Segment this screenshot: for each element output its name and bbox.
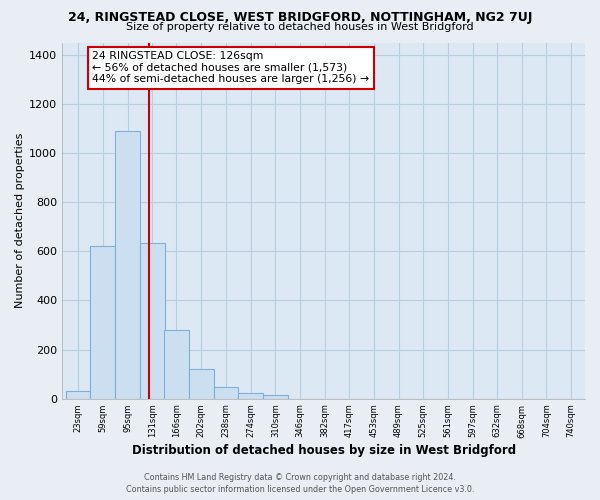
Bar [91, 246, 115, 398]
Bar [214, 387, 238, 398]
Bar [65, 392, 91, 398]
Bar [189, 369, 214, 398]
Bar [140, 242, 164, 398]
Bar [263, 395, 288, 398]
Bar [238, 394, 263, 398]
X-axis label: Distribution of detached houses by size in West Bridgford: Distribution of detached houses by size … [131, 444, 515, 458]
Text: 24, RINGSTEAD CLOSE, WEST BRIDGFORD, NOTTINGHAM, NG2 7UJ: 24, RINGSTEAD CLOSE, WEST BRIDGFORD, NOT… [68, 11, 532, 24]
Y-axis label: Number of detached properties: Number of detached properties [15, 133, 25, 308]
Text: 24 RINGSTEAD CLOSE: 126sqm
← 56% of detached houses are smaller (1,573)
44% of s: 24 RINGSTEAD CLOSE: 126sqm ← 56% of deta… [92, 51, 370, 84]
Bar [164, 330, 189, 398]
Text: Contains HM Land Registry data © Crown copyright and database right 2024.
Contai: Contains HM Land Registry data © Crown c… [126, 472, 474, 494]
Bar [115, 131, 140, 398]
Text: Size of property relative to detached houses in West Bridgford: Size of property relative to detached ho… [126, 22, 474, 32]
